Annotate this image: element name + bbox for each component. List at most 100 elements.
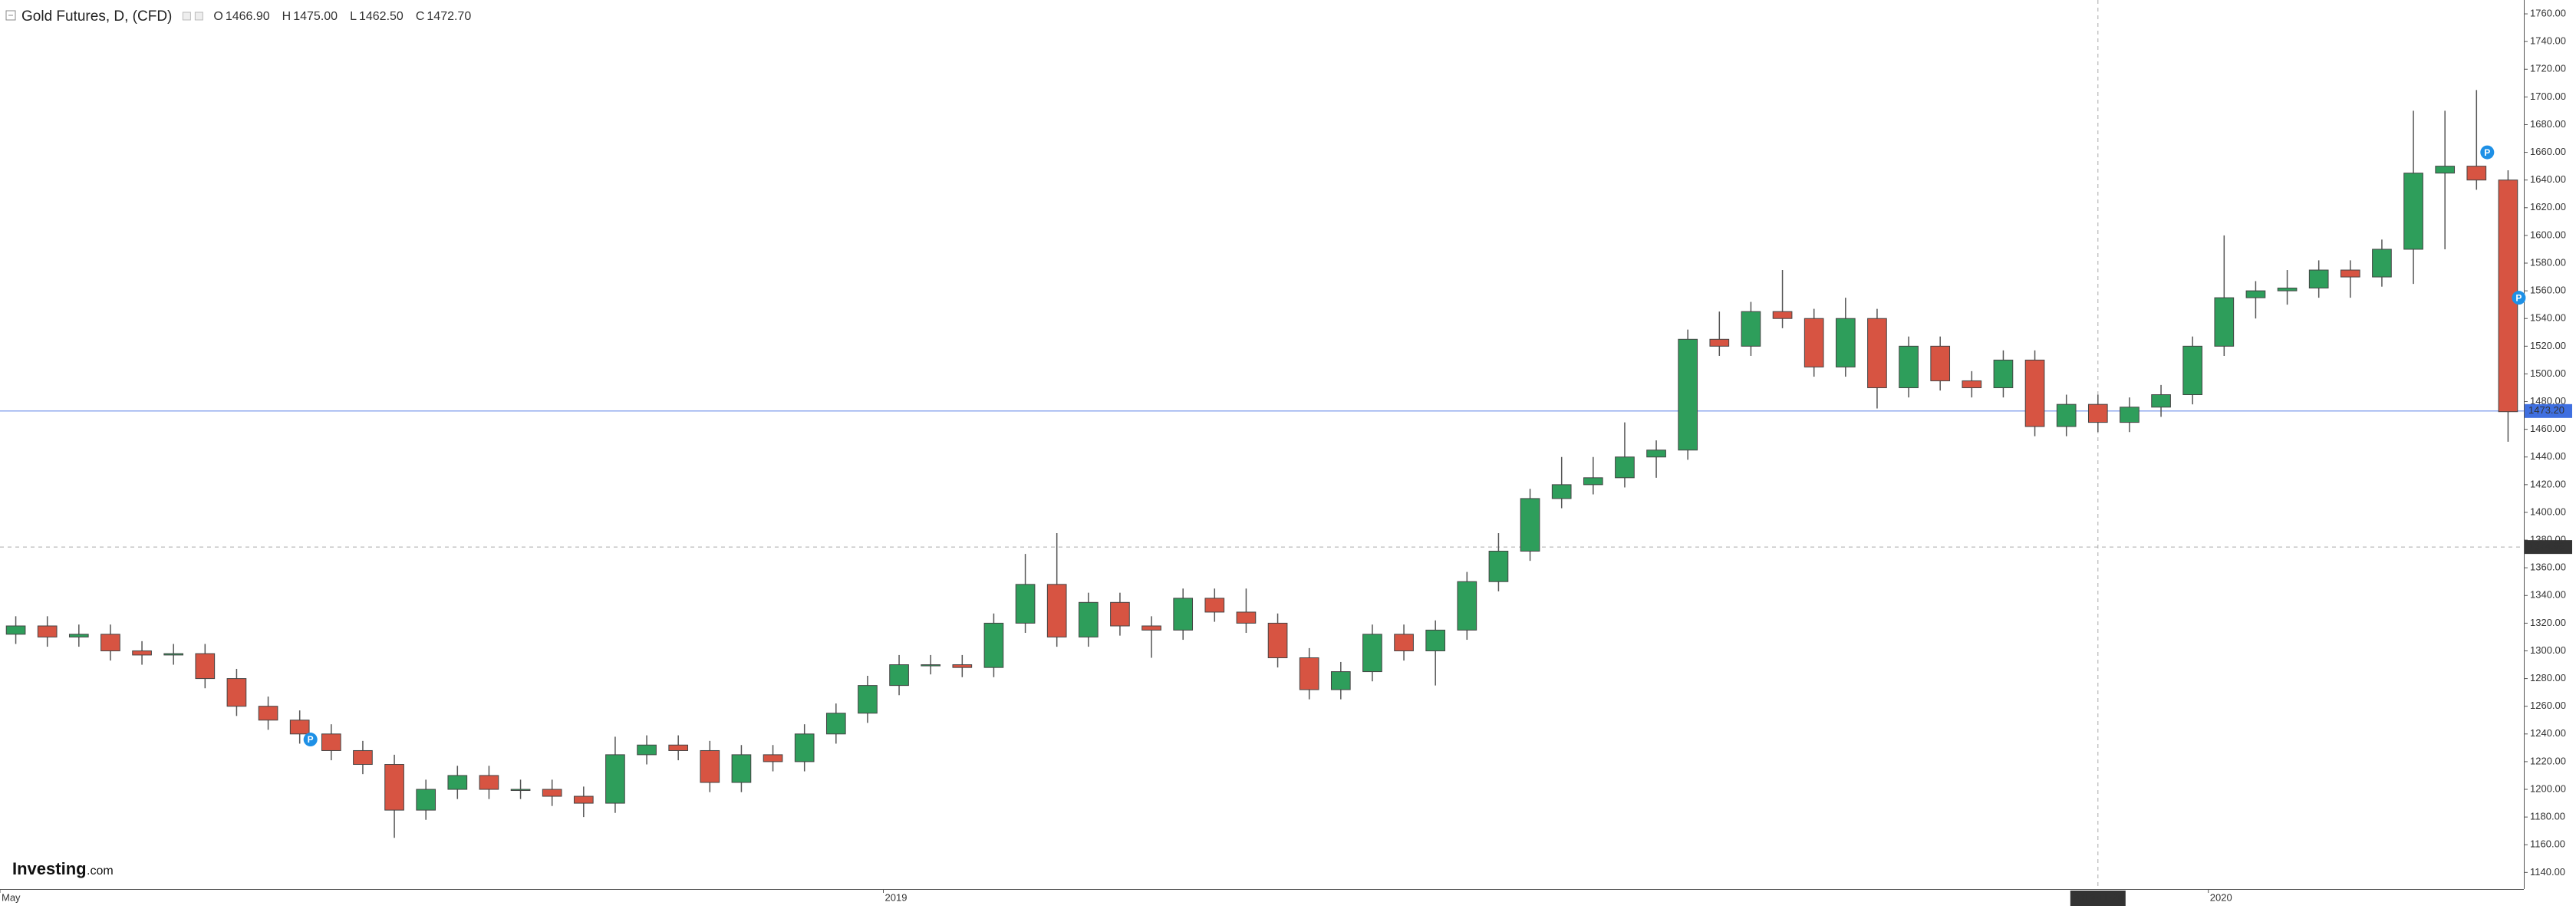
y-tick-label: 1140.00 (2530, 866, 2565, 878)
y-tick-label: 1460.00 (2530, 423, 2566, 434)
y-tick-label: 1500.00 (2530, 367, 2566, 379)
candle-body (1457, 581, 1477, 631)
y-tick-label: 1200.00 (2530, 782, 2566, 794)
x-tick-label: 2020 (2210, 891, 2232, 903)
candle-body (1930, 345, 1951, 381)
candle-body (1899, 345, 1919, 388)
logo: Investing (12, 859, 87, 878)
candle-body (289, 720, 310, 735)
y-tick-label: 1160.00 (2530, 838, 2565, 850)
candle-body (321, 733, 341, 751)
candle-body (1299, 657, 1319, 690)
ohlc-label: C (416, 10, 425, 23)
candle-body (1741, 311, 1761, 347)
candle-body (258, 706, 278, 721)
candle-body (384, 764, 404, 811)
crosshair-y-box (2525, 540, 2572, 555)
candle-body (573, 795, 594, 804)
candle-body (1646, 450, 1666, 458)
y-tick-label: 1620.00 (2530, 201, 2566, 212)
y-tick-label: 1680.00 (2530, 118, 2566, 130)
candle-body (353, 749, 373, 766)
candle-body (1173, 598, 1194, 631)
candle-body (1425, 629, 1446, 651)
y-tick-label: 1220.00 (2530, 755, 2566, 766)
candle-body (5, 625, 26, 635)
candle-body (1678, 338, 1698, 451)
event-marker (2480, 145, 2495, 160)
toggle-icon (194, 12, 203, 21)
candle-body (2182, 345, 2203, 396)
candle-body (1015, 584, 1036, 624)
candle-body (794, 733, 815, 762)
candle-body (2340, 269, 2360, 278)
event-marker-label: P (2484, 147, 2490, 158)
candle-body (1520, 498, 1540, 552)
candle-body (37, 625, 58, 637)
crosshair-y-label: 1374.98 (2528, 541, 2564, 552)
y-tick-label: 1300.00 (2530, 644, 2566, 656)
y-tick-label: 1720.00 (2530, 63, 2566, 74)
event-marker-label: P (308, 734, 314, 745)
candle-body (447, 775, 468, 790)
candle-body (1204, 598, 1225, 613)
candle-body (889, 664, 909, 687)
candle-body (1394, 634, 1414, 651)
candle-body (68, 634, 89, 637)
candle-body (700, 749, 720, 783)
y-tick-label: 1640.00 (2530, 173, 2566, 185)
candle-body (1110, 601, 1130, 627)
ohlc-label: O (213, 10, 222, 23)
candle-body (542, 789, 562, 797)
ohlc-label: L (350, 10, 357, 23)
y-tick-label: 1420.00 (2530, 478, 2566, 489)
candle-body (2120, 407, 2140, 423)
ohlc-value: 1462.50 (359, 10, 404, 23)
y-tick-label: 1560.00 (2530, 285, 2566, 296)
candle-body (1867, 318, 1887, 388)
x-tick-label: May (2, 891, 21, 903)
y-tick-label: 1280.00 (2530, 672, 2566, 683)
candle-body (1615, 456, 1635, 479)
candle-body (983, 622, 1004, 668)
candle-body (2245, 290, 2266, 298)
candle-body (2087, 403, 2108, 423)
candle-body (479, 775, 499, 790)
collapse-icon[interactable] (5, 10, 16, 21)
candle-body (2024, 359, 2045, 427)
candle-body (1362, 634, 1382, 673)
candle-body (1141, 625, 1161, 631)
candle-body (1804, 318, 1824, 367)
candle-body (858, 685, 878, 714)
candle-body (226, 678, 247, 707)
toggle-icon (182, 12, 191, 21)
candle-body (1709, 338, 1730, 347)
candle-body (163, 653, 184, 656)
candle-body (1583, 477, 1603, 486)
x-tick-label: 2019 (885, 891, 908, 903)
candle-body (1835, 318, 1856, 367)
y-tick-label: 1240.00 (2530, 727, 2566, 739)
y-tick-label: 1540.00 (2530, 312, 2566, 324)
ohlc-label: H (282, 10, 292, 23)
y-tick-label: 1600.00 (2530, 229, 2566, 240)
candle-body (637, 744, 657, 756)
y-tick-label: 1320.00 (2530, 617, 2566, 628)
candle-body (763, 754, 783, 762)
event-marker (303, 733, 318, 747)
y-tick-label: 1400.00 (2530, 506, 2566, 517)
crosshair-x-box (2070, 891, 2126, 906)
candle-body (416, 789, 436, 811)
y-tick-label: 1260.00 (2530, 700, 2566, 711)
candle-body (195, 653, 216, 680)
y-tick-label: 1340.00 (2530, 589, 2566, 601)
event-marker-label: P (2515, 292, 2522, 303)
event-marker (2512, 291, 2526, 305)
y-tick-label: 1520.00 (2530, 340, 2566, 351)
y-tick-label: 1180.00 (2530, 811, 2565, 822)
candle-body (1551, 484, 1572, 499)
candle-body (1236, 611, 1257, 624)
symbol-title: Gold Futures, D, (CFD) (21, 8, 172, 25)
y-tick-label: 1660.00 (2530, 146, 2566, 157)
